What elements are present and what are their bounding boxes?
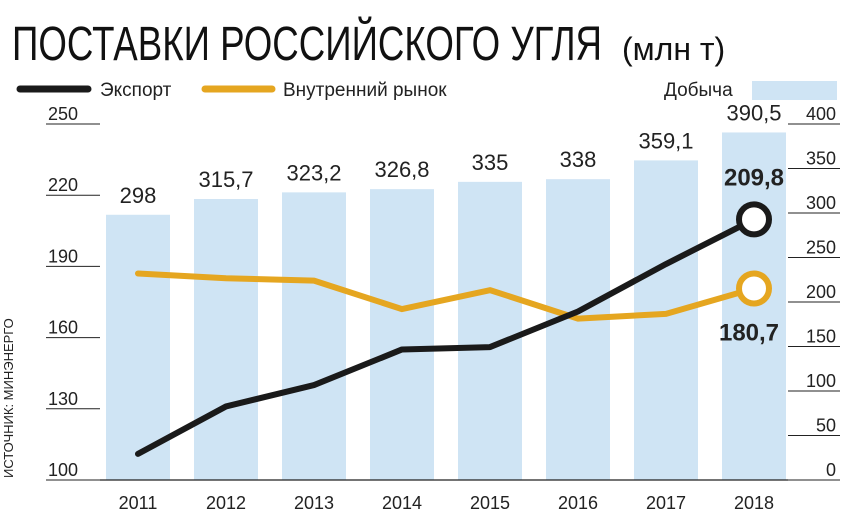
series-lines: [135, 201, 772, 457]
production-bar-label: 335: [472, 150, 509, 175]
production-bar: [370, 189, 434, 480]
right-axis-tick-label: 400: [806, 104, 836, 124]
left-axis-tick-label: 250: [48, 104, 78, 124]
source-note: ИСТОЧНИК: МИНЭНЕРГО: [1, 318, 16, 478]
production-bar: [546, 179, 610, 480]
production-bar: [634, 160, 698, 480]
production-bar-label: 338: [560, 147, 597, 172]
export-line: [135, 216, 757, 457]
left-axis-tick-label: 100: [48, 460, 78, 480]
production-bar: [194, 199, 258, 481]
x-axis-tick-label: 2013: [294, 493, 334, 513]
production-bar-label: 298: [120, 183, 157, 208]
export-end-marker: [736, 201, 772, 238]
right-axis-tick-label: 150: [806, 327, 836, 347]
production-bar: [106, 214, 170, 480]
right-axis-tick-label: 0: [826, 460, 836, 480]
production-bar-label: 326,8: [374, 157, 429, 182]
left-axis-tick-label: 160: [48, 318, 78, 338]
left-axis-tick-label: 130: [48, 389, 78, 409]
right-axis-tick-label: 350: [806, 149, 836, 169]
left-axis-tick-label: 220: [48, 175, 78, 195]
legend: Экспорт Внутренний рынок Добыча: [16, 80, 837, 101]
x-axis-tick-label: 2016: [558, 493, 598, 513]
production-bar-label: 390,5: [726, 100, 781, 125]
right-axis-tick-label: 100: [806, 371, 836, 391]
right-axis-tick-label: 50: [816, 416, 836, 436]
data-labels: 298 315,7 323,2 326,8 335 338 359,1 390,5 209,8 1…: [120, 100, 784, 346]
right-axis-tick-label: 200: [806, 282, 836, 302]
production-bar-label: 323,2: [286, 160, 341, 185]
x-axis-tick-label: 2018: [734, 493, 774, 513]
x-axis-tick-label: 2011: [119, 493, 158, 513]
legend-domestic-label: Внутренний рынок: [283, 80, 447, 101]
domestic-line: [135, 270, 757, 322]
chart-title: ПОСТАВКИ РОССИЙСКОГО УГЛЯ: [12, 16, 602, 71]
x-axis-tick-label: 2015: [470, 493, 510, 513]
x-axis-tick-label: 2012: [206, 493, 246, 513]
domestic-end-label: 180,7: [719, 319, 779, 346]
production-bar: [282, 192, 346, 481]
right-axis-tick-label: 250: [806, 238, 836, 258]
axes: 100 130 160 190 220 250 0 50 100 150 200 250 300 350 4…: [46, 104, 840, 513]
legend-production-label: Добыча: [664, 80, 733, 101]
production-bar-label: 359,1: [638, 128, 693, 153]
right-axis-tick-label: 300: [806, 193, 836, 213]
left-axis-tick-label: 190: [48, 246, 78, 266]
export-end-label: 209,8: [724, 164, 784, 191]
x-axis-tick-label: 2017: [646, 493, 686, 513]
domestic-end-marker: [736, 270, 772, 307]
production-bar-label: 315,7: [198, 167, 253, 192]
production-bar: [458, 181, 522, 480]
legend-export-label: Экспорт: [100, 80, 172, 101]
x-axis-tick-label: 2014: [382, 493, 422, 513]
chart-unit: (млн т): [622, 31, 725, 67]
legend-production-swatch: [752, 81, 837, 100]
